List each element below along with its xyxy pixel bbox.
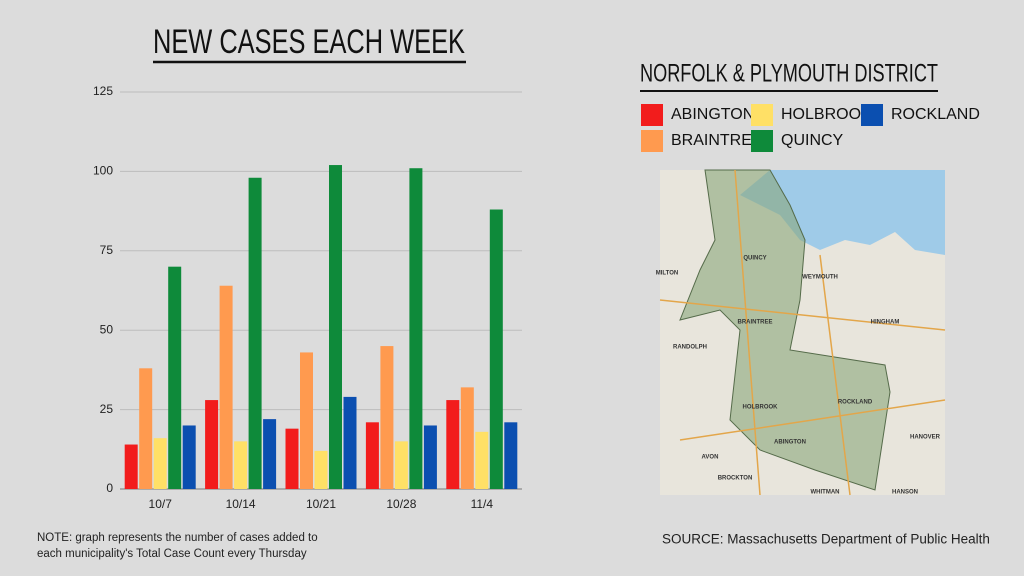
bar <box>475 431 489 489</box>
bar <box>300 352 313 489</box>
map <box>659 169 946 496</box>
x-tick-label: 10/7 <box>149 497 173 511</box>
y-tick-label: 75 <box>100 243 114 257</box>
map-label: BROCKTON <box>718 476 753 482</box>
map-label: ROCKLAND <box>838 400 873 406</box>
bar <box>314 450 328 489</box>
bar <box>423 425 437 489</box>
map-label: HOLBROOK <box>743 405 779 411</box>
x-tick-label: 11/4 <box>471 497 494 511</box>
bar <box>205 400 219 489</box>
bar <box>219 285 233 489</box>
bar <box>460 387 474 489</box>
bar <box>263 419 277 489</box>
chart-title: NEW CASES EACH WEEK <box>153 23 465 61</box>
bar <box>124 444 138 489</box>
x-tick-label: 10/28 <box>386 497 416 511</box>
bar <box>248 177 262 489</box>
bar <box>504 422 518 489</box>
bar <box>409 168 423 489</box>
legend-swatch <box>751 130 773 152</box>
legend-label: ABINGTON <box>671 106 754 123</box>
source: SOURCE: Massachusetts Department of Publ… <box>662 532 990 547</box>
legend-label: HOLBROOK <box>781 106 872 123</box>
y-tick-label: 25 <box>100 402 114 416</box>
map-label: HANSON <box>892 490 918 496</box>
water <box>740 170 945 255</box>
map-label: HINGHAM <box>871 320 900 326</box>
bar <box>329 165 342 489</box>
bar <box>168 266 182 489</box>
map-label: AVON <box>702 455 719 461</box>
map-label: ABINGTON <box>774 440 806 446</box>
map-label: RANDOLPH <box>673 345 707 351</box>
bar <box>343 396 357 489</box>
y-tick-label: 100 <box>93 164 113 178</box>
bar <box>380 346 394 489</box>
legend-swatch <box>751 104 773 126</box>
bar <box>446 400 460 489</box>
legend-label: BRAINTREE <box>671 132 763 149</box>
bar <box>394 441 408 489</box>
district <box>679 169 891 491</box>
bar <box>234 441 248 489</box>
map-label: WEYMOUTH <box>802 275 838 281</box>
bar <box>365 422 379 489</box>
map-label: BRAINTREE <box>737 320 772 326</box>
legend-label: ROCKLAND <box>891 106 980 123</box>
note: each municipality's Total Case Count eve… <box>37 548 307 560</box>
map-label: WHITMAN <box>811 490 840 496</box>
y-tick-label: 50 <box>100 322 114 336</box>
bar <box>153 438 167 489</box>
map-label: HANOVER <box>910 435 941 441</box>
bar <box>489 209 503 489</box>
note: NOTE: graph represents the number of cas… <box>37 532 318 544</box>
x-tick-label: 10/14 <box>226 497 256 511</box>
y-tick-label: 125 <box>93 84 113 98</box>
legend-label: QUINCY <box>781 132 844 149</box>
legend-swatch <box>641 130 663 152</box>
y-tick-label: 0 <box>106 481 113 495</box>
legend-swatch <box>861 104 883 126</box>
legend-title: NORFOLK & PLYMOUTH DISTRICT <box>640 60 938 88</box>
map-label: MILTON <box>656 271 678 277</box>
x-tick-label: 10/21 <box>306 497 336 511</box>
bar <box>182 425 196 489</box>
map-label: QUINCY <box>743 256 766 262</box>
roads <box>659 169 946 496</box>
legend-swatch <box>641 104 663 126</box>
bar <box>285 428 299 489</box>
bar <box>139 368 153 489</box>
